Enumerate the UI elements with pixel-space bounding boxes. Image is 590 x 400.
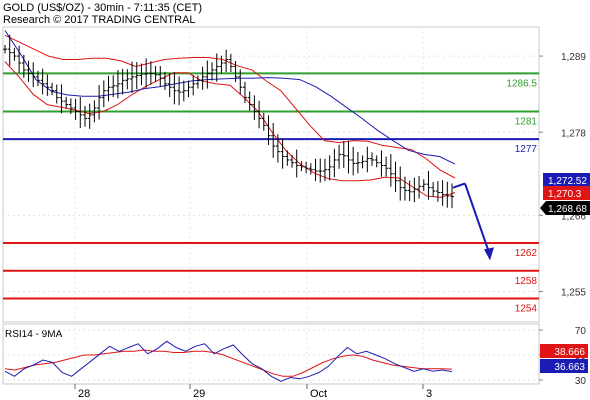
rsi-badge-bg [540, 344, 588, 358]
price-badge: 1,270.3 [543, 186, 590, 200]
time-tick-label: 3 [426, 388, 432, 400]
bollinger-lower-line [4, 61, 456, 198]
rsi-line [4, 340, 453, 382]
price-series-group [3, 30, 494, 261]
rsi-tick-label: 70 [575, 326, 587, 337]
price-badges: 1,272.52 1,270.3 1,268.68 [540, 173, 590, 215]
level-label: 1258 [515, 276, 538, 287]
price-badge: 1,268.68 [540, 201, 590, 215]
rsi-badge-bg [540, 359, 588, 373]
price-badge-label: 1,272.52 [548, 176, 587, 187]
price-badge-bg [543, 186, 590, 200]
price-badge-bg [543, 173, 590, 187]
moving-average-line [4, 30, 456, 165]
price-badge: 1,272.52 [543, 173, 590, 187]
forecast-arrow-tip [484, 247, 494, 261]
price-badge-label: 1,268.68 [548, 204, 587, 215]
axes-group: 1,289 1,278 1,266 1,255 28 29 Oct 3 [74, 52, 586, 400]
price-badge-label: 1,270.3 [548, 189, 582, 200]
chart-title: GOLD (US$/OZ) - 30min - 7:11:35 (CET) [3, 2, 203, 14]
rsi-badge-label: 38.666 [554, 347, 585, 358]
rsi-badge-label: 36.663 [554, 362, 585, 373]
level-label: 1254 [515, 303, 538, 314]
level-label: 1277 [515, 144, 538, 155]
price-tick-label: 1,266 [561, 211, 586, 222]
price-badge-bg [540, 201, 590, 215]
rsi-ma-line [4, 349, 453, 377]
rsi-panel-frame [2, 323, 540, 385]
price-tick-label: 1,289 [561, 52, 586, 63]
level-label: 1262 [515, 248, 538, 259]
time-tick-label: 28 [78, 388, 90, 400]
level-label: 1281 [515, 116, 538, 127]
level-label: 1286.5 [506, 78, 537, 89]
chart-subtitle: Research © 2017 TRADING CENTRAL [3, 14, 196, 26]
rsi-tick-label: 30 [575, 376, 587, 387]
time-tick-label: Oct [310, 388, 327, 400]
price-tick-label: 1,278 [561, 128, 586, 139]
rsi-label: RSI14 - 9MA [5, 329, 63, 340]
time-tick-label: 29 [193, 388, 205, 400]
grid-lines [3, 27, 539, 384]
forecast-arrow-head-segment [452, 182, 466, 189]
price-panel-frame [2, 26, 540, 323]
horizontal-levels: 1286.5 1281 1277 1262 1258 1254 [3, 72, 539, 314]
price-tick-label: 1,255 [561, 288, 586, 299]
forecast-arrow-shaft [464, 183, 490, 253]
bollinger-upper-line [4, 34, 456, 179]
rsi-badge: 38.666 [540, 344, 588, 358]
rsi-badge: 36.663 [540, 359, 588, 373]
